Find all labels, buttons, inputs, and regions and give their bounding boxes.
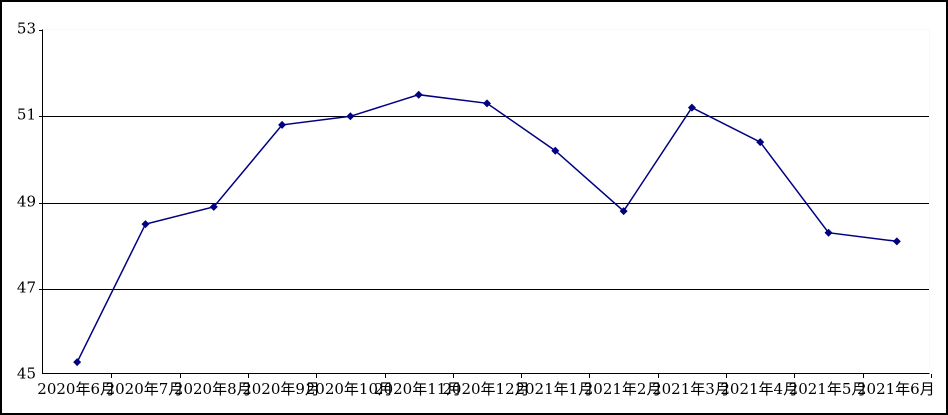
data-series <box>73 90 901 367</box>
data-point-marker <box>414 90 423 99</box>
series-line <box>76 93 897 363</box>
x-axis-tick-label: 2021年3月 <box>652 380 730 398</box>
x-axis-tick <box>794 374 795 378</box>
data-point-marker <box>824 228 833 237</box>
x-axis-tick <box>385 374 386 378</box>
x-axis-tick-label: 2020年6月 <box>37 380 115 398</box>
y-axis-tick <box>39 30 43 31</box>
x-axis-tick-label: 2021年2月 <box>583 380 662 398</box>
data-point-marker <box>892 237 901 246</box>
data-point-marker <box>483 99 491 108</box>
x-axis-tick-label: 2020年8月 <box>173 380 252 398</box>
y-axis-tick-label: 51 <box>16 105 36 124</box>
x-axis-tick <box>658 374 659 378</box>
x-axis-tick-label: 2020年10月 <box>305 380 394 398</box>
gridline <box>43 203 929 204</box>
x-axis-tick-label: 2020年12月 <box>442 380 530 398</box>
x-axis-tick-label: 2020年11月 <box>374 380 462 398</box>
data-point-marker <box>141 220 150 229</box>
x-axis-tick <box>521 374 522 378</box>
x-axis-tick-label: 2020年7月 <box>105 380 184 398</box>
x-axis-tick-label: 2020年9月 <box>242 380 320 398</box>
x-axis-tick <box>453 374 454 378</box>
y-axis-tick <box>39 116 43 117</box>
data-point-marker <box>687 103 696 112</box>
gridline <box>43 116 929 117</box>
plot-area <box>39 29 932 378</box>
y-axis-tick-label: 49 <box>16 192 36 210</box>
data-point-marker <box>73 358 82 367</box>
x-axis-tick <box>111 374 112 378</box>
data-point-marker <box>209 202 218 211</box>
x-axis-tick-label: 2021年6月 <box>856 380 935 398</box>
data-point-marker <box>346 112 355 121</box>
x-axis-tick <box>726 374 727 378</box>
x-axis-tick <box>248 374 249 378</box>
x-axis-tick <box>589 374 590 378</box>
y-axis-tick <box>39 289 43 290</box>
y-axis-tick-label: 53 <box>16 19 36 38</box>
x-axis-tick-label: 2021年5月 <box>788 380 867 398</box>
data-point-marker <box>619 207 628 216</box>
x-axis-tick <box>863 374 864 378</box>
y-axis-tick <box>39 203 43 204</box>
x-axis-tick <box>931 374 932 378</box>
data-point-marker <box>551 146 560 155</box>
x-axis-tick-label: 2021年4月 <box>720 380 799 398</box>
y-axis-tick-label: 45 <box>16 364 36 383</box>
x-axis-tick <box>180 374 181 378</box>
data-point-marker <box>278 120 287 129</box>
x-axis-tick <box>316 374 317 378</box>
gridline <box>43 289 929 290</box>
data-point-marker <box>756 138 765 147</box>
x-axis-tick-label: 2021年1月 <box>515 380 594 398</box>
y-axis-tick-label: 47 <box>16 278 36 297</box>
